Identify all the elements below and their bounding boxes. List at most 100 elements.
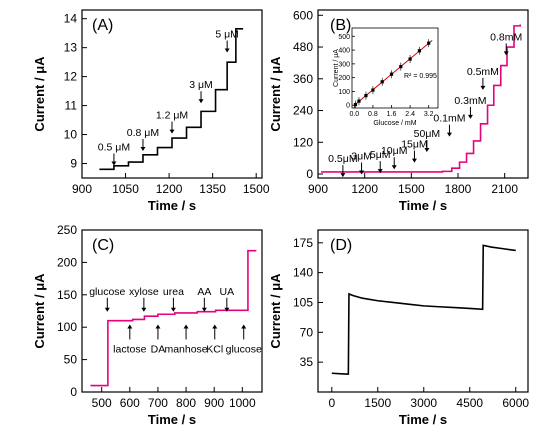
y-tick-label: 200 (57, 255, 77, 269)
inset-y-label: Current / μA (333, 49, 340, 87)
series-line (99, 28, 244, 171)
annotation-label: 0.1mM (433, 113, 465, 125)
y-tick-label: 9 (70, 157, 77, 171)
annotation-label: 0.8mM (490, 31, 522, 43)
inset-y-tick-label: 0 (346, 103, 350, 110)
arrow-head (104, 307, 110, 312)
annotation-label: 3 μM (189, 79, 213, 91)
annotation-label: 3μM (351, 150, 372, 162)
inset-y-tick-label: 200 (338, 75, 350, 82)
inset-plot: 0.0 0.8 1.6 2.4 3.2 0 100 200 300 400 500 R² = 0.99… (333, 27, 439, 127)
x-tick-label: 6000 (502, 396, 529, 410)
y-tick-label: 175 (293, 236, 313, 250)
y-tick-label: 600 (293, 8, 313, 22)
y-tick-label: 10 (64, 128, 78, 142)
panel-label: (D) (330, 237, 352, 254)
arrow-head (503, 51, 509, 56)
arrow-head (424, 147, 430, 152)
inset-x-tick-label: 2.4 (405, 111, 415, 118)
arrow-head (377, 169, 383, 174)
plot-frame (81, 9, 263, 179)
arrow-head (170, 307, 176, 312)
arrow-head (127, 324, 133, 329)
interferent-label: KCl (206, 343, 223, 355)
inset-x-tick-label: 0.8 (368, 111, 378, 118)
y-tick-label: 13 (64, 41, 78, 55)
annotation-label: 5 μM (215, 29, 239, 41)
inset-x-tick-label: 3.2 (424, 111, 434, 118)
y-tick-label: 50 (64, 353, 78, 367)
interferent-label: DA (151, 343, 166, 355)
series-line (321, 24, 522, 173)
x-tick-label: 800 (176, 396, 196, 410)
arrow-head (359, 170, 365, 175)
y-tick-label: 105 (293, 295, 313, 309)
inset-y-tick-label: 300 (338, 61, 350, 68)
plot-frame (81, 229, 263, 393)
x-tick-label: 1800 (445, 182, 472, 196)
x-tick-label: 1500 (364, 396, 391, 410)
arrow-head (224, 48, 230, 53)
x-tick-label: 600 (120, 396, 140, 410)
x-tick-label: 1050 (112, 182, 139, 196)
interferent-label: xylose (129, 286, 159, 298)
arrow-head (480, 85, 486, 90)
arrow-head (391, 165, 397, 170)
inset-y-tick-label: 100 (338, 89, 350, 96)
interferent-label: urea (163, 286, 184, 298)
interferent-label: lactose (113, 343, 146, 355)
y-axis-label: Current / μA (268, 56, 283, 132)
x-tick-label: 1500 (243, 182, 270, 196)
y-tick-label: 11 (65, 99, 78, 113)
arrow-head (241, 324, 247, 329)
arrow-head (224, 307, 230, 312)
arrow-head (141, 307, 147, 312)
arrow-head (169, 129, 175, 134)
interferent-label: AA (197, 286, 211, 298)
x-tick-label: 900 (204, 396, 224, 410)
y-tick-label: 150 (57, 288, 77, 302)
panel-0: 900 1050 1200 1350 1500 9 10 11 12 13 14 Time / s Cu… (32, 9, 270, 213)
annotation-label: 0.5μM (328, 153, 357, 165)
annotation-label: 0.8 μM (127, 127, 159, 139)
annotation-label: 15μM (401, 139, 427, 151)
x-tick-label: 1500 (398, 182, 425, 196)
inset-x-tick-label: 1.6 (387, 111, 397, 118)
y-tick-label: 100 (57, 320, 77, 334)
x-axis-label: Time / s (148, 412, 196, 427)
inset-y-tick-label: 400 (338, 48, 350, 55)
panel-label: (A) (92, 17, 113, 34)
annotation-label: 1.2 μM (156, 110, 188, 122)
arrow-head (198, 99, 204, 104)
arrow-head (212, 324, 218, 329)
panel-label: (C) (92, 237, 114, 254)
annotation-label: 5μM (370, 149, 391, 161)
y-tick-label: 140 (293, 266, 313, 280)
arrow-head (183, 324, 189, 329)
x-tick-label: 4500 (456, 396, 483, 410)
panel-label: (B) (330, 17, 351, 34)
inset-r2: R² = 0.995 (404, 73, 437, 80)
annotation-label: 50μM (414, 128, 440, 140)
series-line (90, 249, 257, 387)
arrow-head (155, 324, 161, 329)
x-axis-label: Time / s (399, 198, 447, 213)
arrow-head (446, 132, 452, 137)
plot-frame (317, 229, 529, 393)
arrow-head (111, 161, 117, 166)
interferent-label: manhose (164, 343, 207, 355)
interferent-label: UA (220, 286, 235, 298)
x-tick-label: 900 (72, 182, 92, 196)
panel-1: 900 1200 1500 1800 2100 0 120 240 360 480 600 Time … (268, 8, 529, 213)
panel-2: 500 600 700 800 900 1000 0 50 100 150 200 250 Time /… (32, 223, 263, 427)
y-tick-label: 0 (306, 167, 313, 181)
inset-x-tick-label: 0.0 (349, 111, 359, 118)
plot-frame (317, 9, 529, 179)
arrow-head (411, 158, 417, 163)
y-tick-label: 250 (57, 223, 77, 237)
y-tick-label: 360 (293, 72, 313, 86)
x-tick-label: 900 (308, 182, 328, 196)
series-line (331, 244, 516, 375)
interferent-label: glucose (226, 343, 262, 355)
